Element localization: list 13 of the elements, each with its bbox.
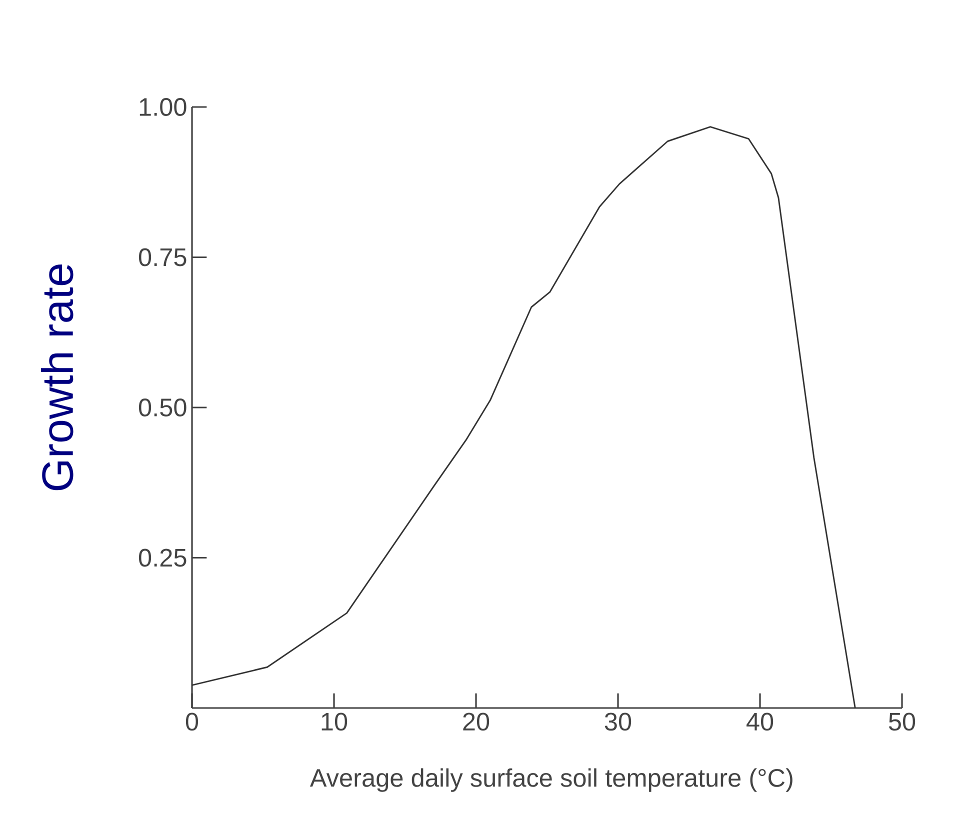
x-tick-label: 10 xyxy=(322,712,348,731)
y-axis-title: Growth rate xyxy=(40,264,74,490)
y-tick-label: 0.50 xyxy=(138,398,186,416)
y-tick-label: 0.25 xyxy=(138,548,186,567)
x-tick-label: 30 xyxy=(604,712,632,731)
x-axis-title: Average daily surface soil temperature (°C) xyxy=(310,768,792,792)
x-tick-label: 20 xyxy=(463,712,490,731)
x-tick-label: 0 xyxy=(186,712,198,731)
y-tick-label: 1.00 xyxy=(140,98,186,116)
x-tick-label: 50 xyxy=(888,712,916,731)
y-tick-label: 0.75 xyxy=(138,248,186,266)
x-tick-label: 40 xyxy=(746,712,774,731)
line-series xyxy=(191,126,856,709)
